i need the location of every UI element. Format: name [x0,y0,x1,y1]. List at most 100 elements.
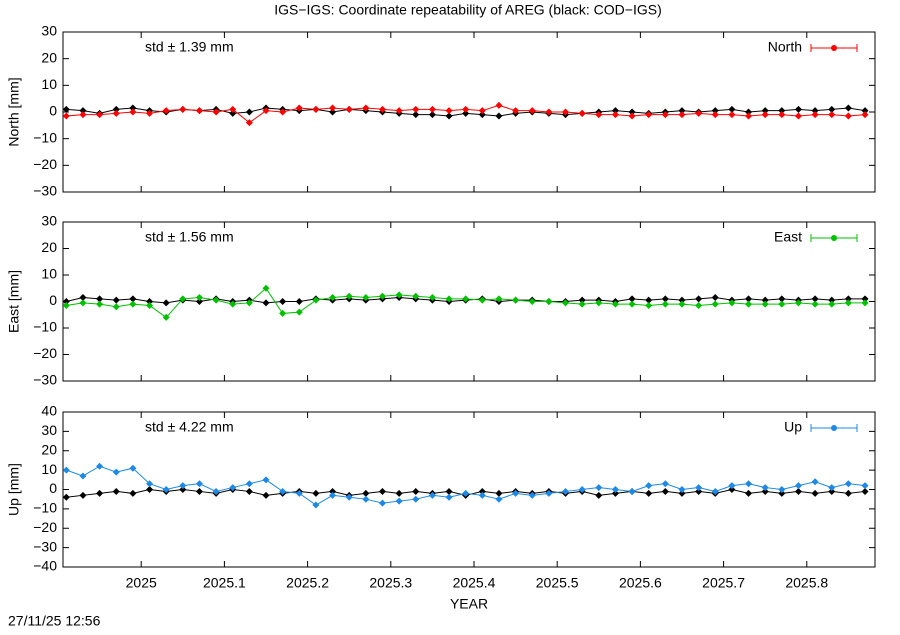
data-point [645,489,653,497]
data-point [861,111,869,119]
data-point [611,111,619,119]
data-point [562,299,570,307]
data-point [761,296,769,304]
data-point [728,105,736,113]
data-point [645,296,653,304]
data-point [794,112,802,120]
data-point [545,108,553,116]
data-point [262,476,270,484]
data-point [661,300,669,308]
data-point [595,491,603,499]
legend-label: East [774,229,802,245]
data-point [146,486,154,493]
data-point [528,107,536,115]
data-point [295,104,303,112]
data-point [195,107,203,115]
data-point [462,489,470,497]
data-point [146,301,154,309]
y-tick-label: 0 [49,103,57,119]
data-point [412,495,420,503]
data-point [828,111,836,119]
data-point [345,105,353,113]
data-point [428,105,436,113]
data-point [129,489,137,497]
y-tick-label: 10 [41,76,57,92]
data-point [861,295,869,303]
data-point [595,299,603,307]
data-point [245,108,253,116]
data-point [362,294,370,302]
data-point [578,486,586,493]
y-axis-label: Up [mm] [6,463,22,516]
data-point [811,489,819,497]
data-point [262,299,270,307]
data-point [295,308,303,316]
data-point [811,111,819,119]
data-point [62,298,70,305]
data-point [179,482,187,490]
data-point [628,487,636,495]
data-point [695,301,703,309]
data-point [312,296,320,304]
data-point [478,487,486,495]
data-point [79,472,87,480]
data-point [711,111,719,119]
data-point [761,107,769,115]
data-point [811,107,819,115]
data-point [428,111,436,119]
x-tick-label: 2025.3 [369,575,412,591]
data-point [378,499,386,507]
data-point [412,111,420,119]
data-point [245,480,253,488]
data-point [578,109,586,117]
data-point [345,292,353,300]
data-point [695,295,703,303]
data-point [245,487,253,495]
x-tick-label: 2025.7 [702,575,745,591]
data-point [229,484,237,492]
data-point [611,300,619,308]
data-point [595,484,603,492]
data-point [611,486,619,493]
y-tick-label: 0 [49,480,57,496]
data-point [112,296,120,304]
data-point [362,489,370,497]
data-point [778,107,786,115]
data-point [844,480,852,488]
data-point [745,295,753,303]
data-point [728,111,736,119]
data-point [229,105,237,113]
data-point [645,482,653,490]
data-point [445,112,453,120]
data-point [395,291,403,299]
data-point [861,299,869,307]
data-point [62,466,70,474]
data-point [412,292,420,300]
data-point [628,112,636,120]
data-point [828,487,836,495]
data-point [478,107,486,115]
data-point [495,489,503,497]
data-point [146,298,154,305]
data-point [678,111,686,119]
data-point [562,487,570,495]
data-point [794,299,802,307]
data-point [129,295,137,303]
data-point [412,105,420,113]
data-point [495,112,503,120]
y-tick-label: −20 [33,519,57,535]
data-point [778,300,786,308]
data-point [445,493,453,501]
data-point [512,489,520,497]
data-point [378,105,386,113]
data-point [711,300,719,308]
data-point [611,489,619,497]
data-point [794,487,802,495]
data-point [79,299,87,307]
data-point [112,109,120,117]
data-point [844,489,852,497]
data-point [362,495,370,503]
x-tick-label: 2025.2 [286,575,329,591]
y-tick-label: 0 [49,292,57,308]
data-point [262,284,270,292]
